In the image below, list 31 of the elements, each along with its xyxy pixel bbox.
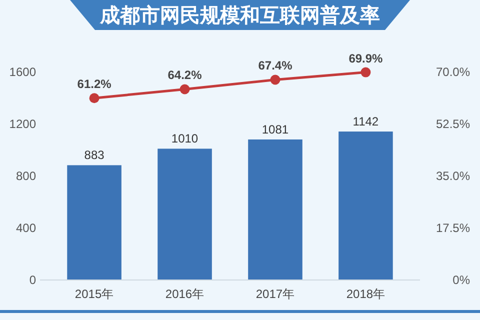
bar	[338, 132, 393, 280]
data-label: 67.4%	[258, 58, 293, 73]
x-tick-label: 2016年	[165, 287, 204, 301]
bar	[67, 165, 122, 280]
bar	[158, 148, 212, 280]
x-tick-label: 2017年	[256, 287, 295, 301]
data-label: 1142	[352, 114, 379, 129]
y-tick-label: 400	[16, 221, 36, 235]
data-label: 883	[84, 148, 105, 162]
x-tick-label: 2018年	[346, 287, 386, 301]
y-tick-label: 1200	[9, 117, 36, 131]
y2-tick-label: 52.5%	[436, 117, 470, 131]
data-label: 61.2%	[77, 77, 112, 92]
bar	[248, 139, 302, 280]
data-label: 64.2%	[168, 68, 202, 82]
chart-title: 成都市网民规模和互联网普及率	[99, 4, 380, 27]
y2-tick-label: 17.5%	[436, 221, 470, 235]
data-label: 69.9%	[348, 51, 384, 66]
data-label: 1081	[262, 122, 289, 136]
y-tick-label: 800	[16, 169, 36, 183]
point	[180, 84, 190, 94]
point	[270, 74, 280, 85]
y2-tick-label: 0%	[452, 273, 470, 287]
point	[360, 67, 371, 78]
point	[89, 93, 100, 104]
y2-tick-label: 35.0%	[436, 169, 470, 183]
y-tick-label: 0	[29, 273, 36, 287]
x-tick-label: 2015年	[74, 287, 114, 301]
data-label: 1010	[171, 132, 198, 146]
y2-tick-label: 70.0%	[436, 65, 470, 79]
y-tick-label: 1600	[9, 65, 36, 79]
